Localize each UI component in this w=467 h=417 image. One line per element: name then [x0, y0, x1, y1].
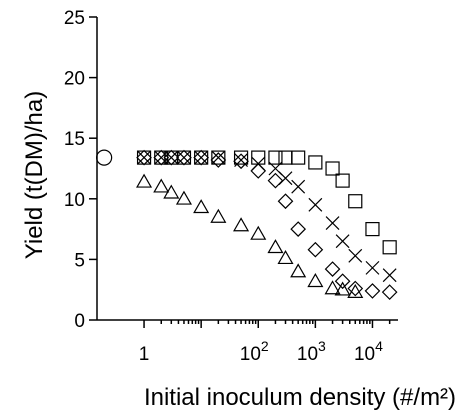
x-marker	[164, 150, 179, 165]
triangle-marker	[277, 249, 294, 265]
triangle-marker	[163, 184, 180, 199]
x-marker	[335, 234, 350, 249]
x-marker	[308, 197, 323, 212]
x-marker	[137, 150, 151, 165]
triangle-marker	[250, 225, 267, 240]
x-marker	[365, 260, 380, 275]
square-marker	[233, 150, 249, 165]
y-tick-label: 20	[64, 69, 85, 90]
diamond-marker	[277, 193, 294, 210]
triangle-marker	[267, 239, 284, 254]
diamond-marker	[381, 284, 398, 300]
diamond-marker	[233, 153, 249, 170]
triangle-marker	[175, 190, 192, 205]
data-markers	[96, 149, 398, 300]
y-axis-label: Yield (t(DM)/ha)	[21, 91, 48, 259]
triangle-marker	[210, 208, 227, 223]
diamond-marker	[267, 172, 284, 189]
square-marker	[325, 161, 340, 176]
diamond-marker	[210, 152, 227, 168]
square-marker	[308, 155, 323, 170]
square-marker	[382, 240, 397, 255]
x-marker	[291, 179, 306, 194]
triangle-marker	[347, 283, 364, 298]
triangle-marker	[290, 263, 307, 278]
triangle-marker	[193, 199, 210, 214]
square-marker	[348, 194, 363, 209]
y-axis-ticks: 0 5 10 15 20 25	[64, 8, 97, 332]
square-marker	[291, 150, 306, 165]
x-tick-label: 1	[139, 344, 150, 365]
triangle-marker	[307, 273, 324, 288]
diamond-marker	[163, 149, 180, 166]
x-tick-label: 102	[240, 338, 269, 365]
x-marker	[194, 150, 209, 165]
x-marker	[177, 150, 191, 165]
square-marker	[251, 150, 266, 165]
y-tick-label: 15	[64, 129, 85, 150]
axes	[96, 17, 398, 321]
x-axis-label: Initial inoculum density (#/m²)	[144, 384, 456, 411]
y-tick-label: 25	[64, 8, 85, 29]
diamond-marker	[176, 149, 192, 166]
x-marker	[154, 150, 169, 165]
diamond-marker	[364, 283, 381, 299]
square-marker	[268, 150, 283, 165]
square-marker	[278, 150, 293, 165]
diamond-marker	[193, 149, 210, 166]
triangle-marker	[324, 280, 341, 295]
diamond-marker	[290, 221, 307, 237]
triangle-marker	[334, 281, 351, 296]
x-axis-ticks: 1 102 103 104	[139, 320, 391, 365]
diamond-marker	[334, 273, 351, 290]
triangle-marker	[136, 173, 153, 188]
x-marker	[382, 268, 397, 283]
triangle-marker	[233, 217, 250, 232]
diamond-marker	[347, 280, 364, 297]
diamond-marker	[136, 149, 152, 166]
square-marker	[211, 150, 226, 165]
x-marker	[348, 248, 363, 263]
x-tick-label: 104	[354, 338, 383, 365]
y-tick-label: 10	[64, 190, 85, 211]
triangle-marker	[153, 178, 170, 193]
y-tick-label: 0	[74, 311, 85, 332]
diamond-marker	[250, 163, 267, 179]
y-tick-label: 5	[74, 250, 85, 271]
diamond-marker	[307, 241, 324, 258]
diamond-marker	[324, 261, 341, 277]
square-marker	[335, 173, 350, 188]
x-tick-label: 103	[297, 338, 326, 365]
x-marker	[325, 216, 340, 230]
square-marker	[365, 222, 380, 237]
circle-marker	[96, 149, 113, 166]
